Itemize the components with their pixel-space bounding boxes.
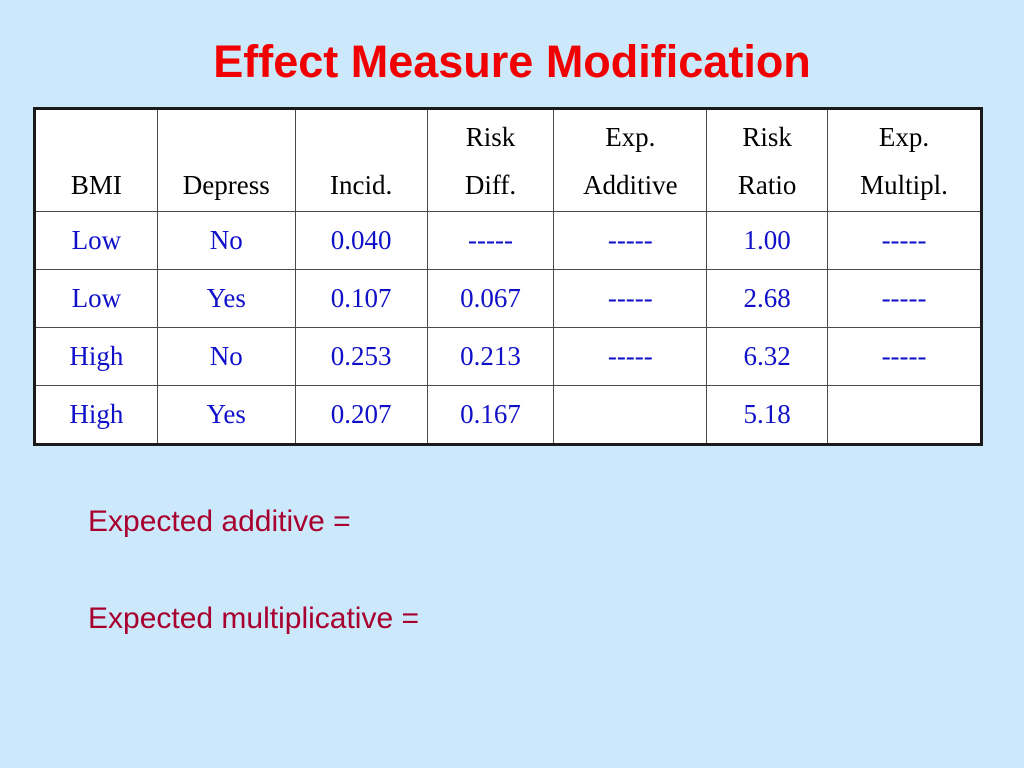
cell-depress: No	[156, 211, 296, 270]
cell-exp-multipl: -----	[827, 211, 982, 270]
table-row: High Yes 0.207 0.167 5.18	[34, 385, 982, 445]
cell-incidence: 0.107	[294, 269, 428, 328]
cell-depress: Yes	[156, 385, 296, 445]
expected-multiplicative-label: Expected multiplicative =	[88, 602, 419, 635]
cell-risk-ratio: 2.68	[706, 269, 829, 328]
cell-risk-diff: 0.213	[426, 327, 555, 386]
header-risk-ratio-line1: Risk	[742, 122, 792, 152]
header-exp-multipl-line2: Multipl.	[860, 170, 948, 200]
header-bmi-label: BMI	[70, 170, 122, 200]
cell-exp-multipl: -----	[827, 327, 982, 386]
header-risk-diff: Risk Diff.	[426, 108, 555, 212]
cell-risk-ratio: 1.00	[706, 211, 829, 270]
table-row: High No 0.253 0.213 ----- 6.32 -----	[34, 327, 982, 386]
header-incidence-label: Incid.	[330, 170, 393, 200]
cell-risk-diff: -----	[426, 211, 555, 270]
header-incidence: Incid.	[294, 108, 428, 212]
header-risk-ratio-line2: Ratio	[737, 170, 797, 200]
cell-depress: Yes	[156, 269, 296, 328]
cell-incidence: 0.040	[294, 211, 428, 270]
header-risk-diff-line2: Diff.	[464, 170, 517, 200]
header-exp-additive-line1: Exp.	[605, 122, 656, 152]
cell-exp-additive: -----	[553, 211, 708, 270]
table-row: Low No 0.040 ----- ----- 1.00 -----	[34, 211, 982, 270]
cell-exp-additive: -----	[553, 269, 708, 328]
cell-risk-diff: 0.067	[426, 269, 555, 328]
table-row: Low Yes 0.107 0.067 ----- 2.68 -----	[34, 269, 982, 328]
cell-bmi: Low	[34, 211, 158, 270]
header-depress-label: Depress	[182, 170, 270, 200]
cell-bmi: High	[34, 327, 158, 386]
cell-risk-diff: 0.167	[426, 385, 555, 445]
header-depress: Depress	[156, 108, 296, 212]
slide-title: Effect Measure Modification	[213, 36, 811, 87]
table-header-row: BMI Depress Incid. Risk Diff. Exp. Addit…	[34, 108, 982, 212]
cell-bmi: Low	[34, 269, 158, 328]
cell-incidence: 0.253	[294, 327, 428, 386]
cell-bmi: High	[34, 385, 158, 445]
cell-exp-additive	[553, 385, 708, 445]
expected-additive-label: Expected additive =	[88, 505, 351, 538]
header-exp-additive: Exp. Additive	[553, 108, 708, 212]
header-risk-ratio: Risk Ratio	[706, 108, 829, 212]
header-exp-additive-line2: Additive	[583, 170, 678, 200]
cell-depress: No	[156, 327, 296, 386]
cell-exp-multipl: -----	[827, 269, 982, 328]
cell-exp-additive: -----	[553, 327, 708, 386]
header-exp-multipl-line1: Exp.	[878, 122, 930, 152]
cell-risk-ratio: 6.32	[706, 327, 829, 386]
cell-risk-ratio: 5.18	[706, 385, 829, 445]
header-bmi: BMI	[34, 108, 158, 212]
header-risk-diff-line1: Risk	[465, 122, 516, 152]
effect-modification-table: BMI Depress Incid. Risk Diff. Exp. Addit…	[33, 107, 983, 446]
cell-exp-multipl	[827, 385, 982, 445]
header-exp-multipl: Exp. Multipl.	[827, 108, 982, 212]
cell-incidence: 0.207	[294, 385, 428, 445]
